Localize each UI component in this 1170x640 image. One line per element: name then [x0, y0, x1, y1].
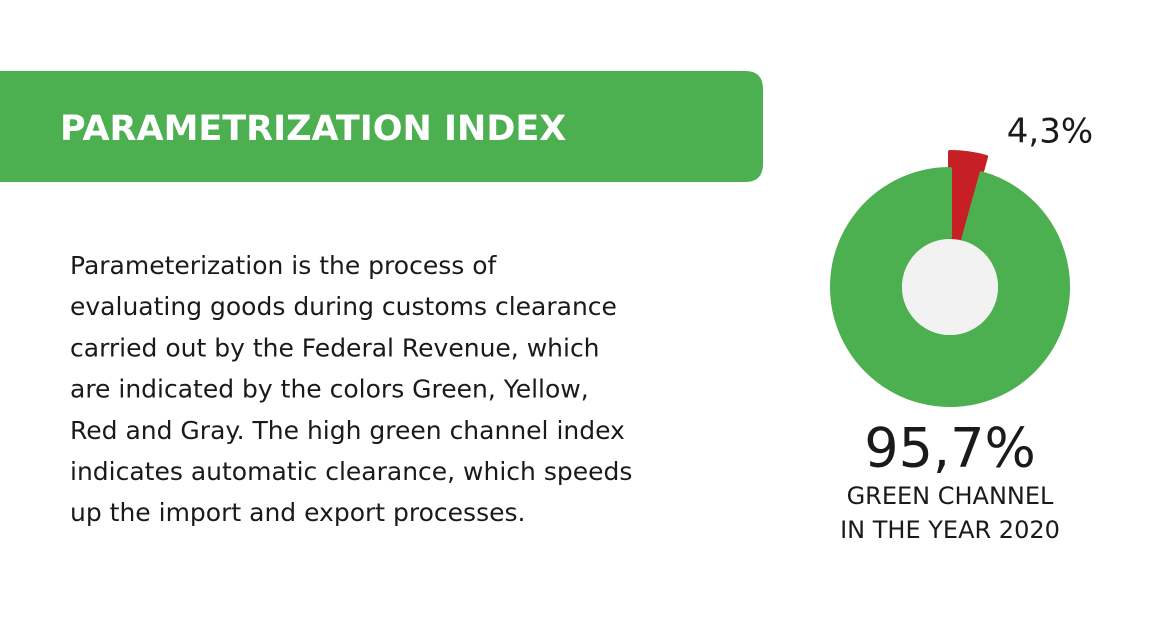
- donut-hole: [902, 239, 998, 335]
- value-label: 4,3%: [1007, 112, 1093, 152]
- title-banner: [0, 71, 763, 182]
- donut-slice: [830, 167, 1070, 407]
- description-line: up the import and export processes.: [70, 498, 525, 527]
- donut-chart: 4,3% 95,7%GREEN CHANNEL IN THE YEAR 2020: [830, 112, 1093, 544]
- description-line: carried out by the Federal Revenue, whic…: [70, 333, 600, 362]
- description-line: evaluating goods during customs clearanc…: [70, 292, 617, 321]
- description: Parameterization is the process of evalua…: [70, 251, 632, 527]
- description-line: Red and Gray. The high green channel ind…: [70, 416, 625, 445]
- caption-line: GREEN CHANNEL: [847, 482, 1054, 510]
- value-label: 95,7%: [864, 417, 1036, 480]
- description-line: Parameterization is the process of: [70, 251, 497, 280]
- description-line: indicates automatic clearance, which spe…: [70, 457, 632, 486]
- description-line: are indicated by the colors Green, Yello…: [70, 375, 589, 404]
- caption-line: IN THE YEAR 2020: [840, 516, 1060, 544]
- title: PARAMETRIZATION INDEX: [60, 109, 566, 149]
